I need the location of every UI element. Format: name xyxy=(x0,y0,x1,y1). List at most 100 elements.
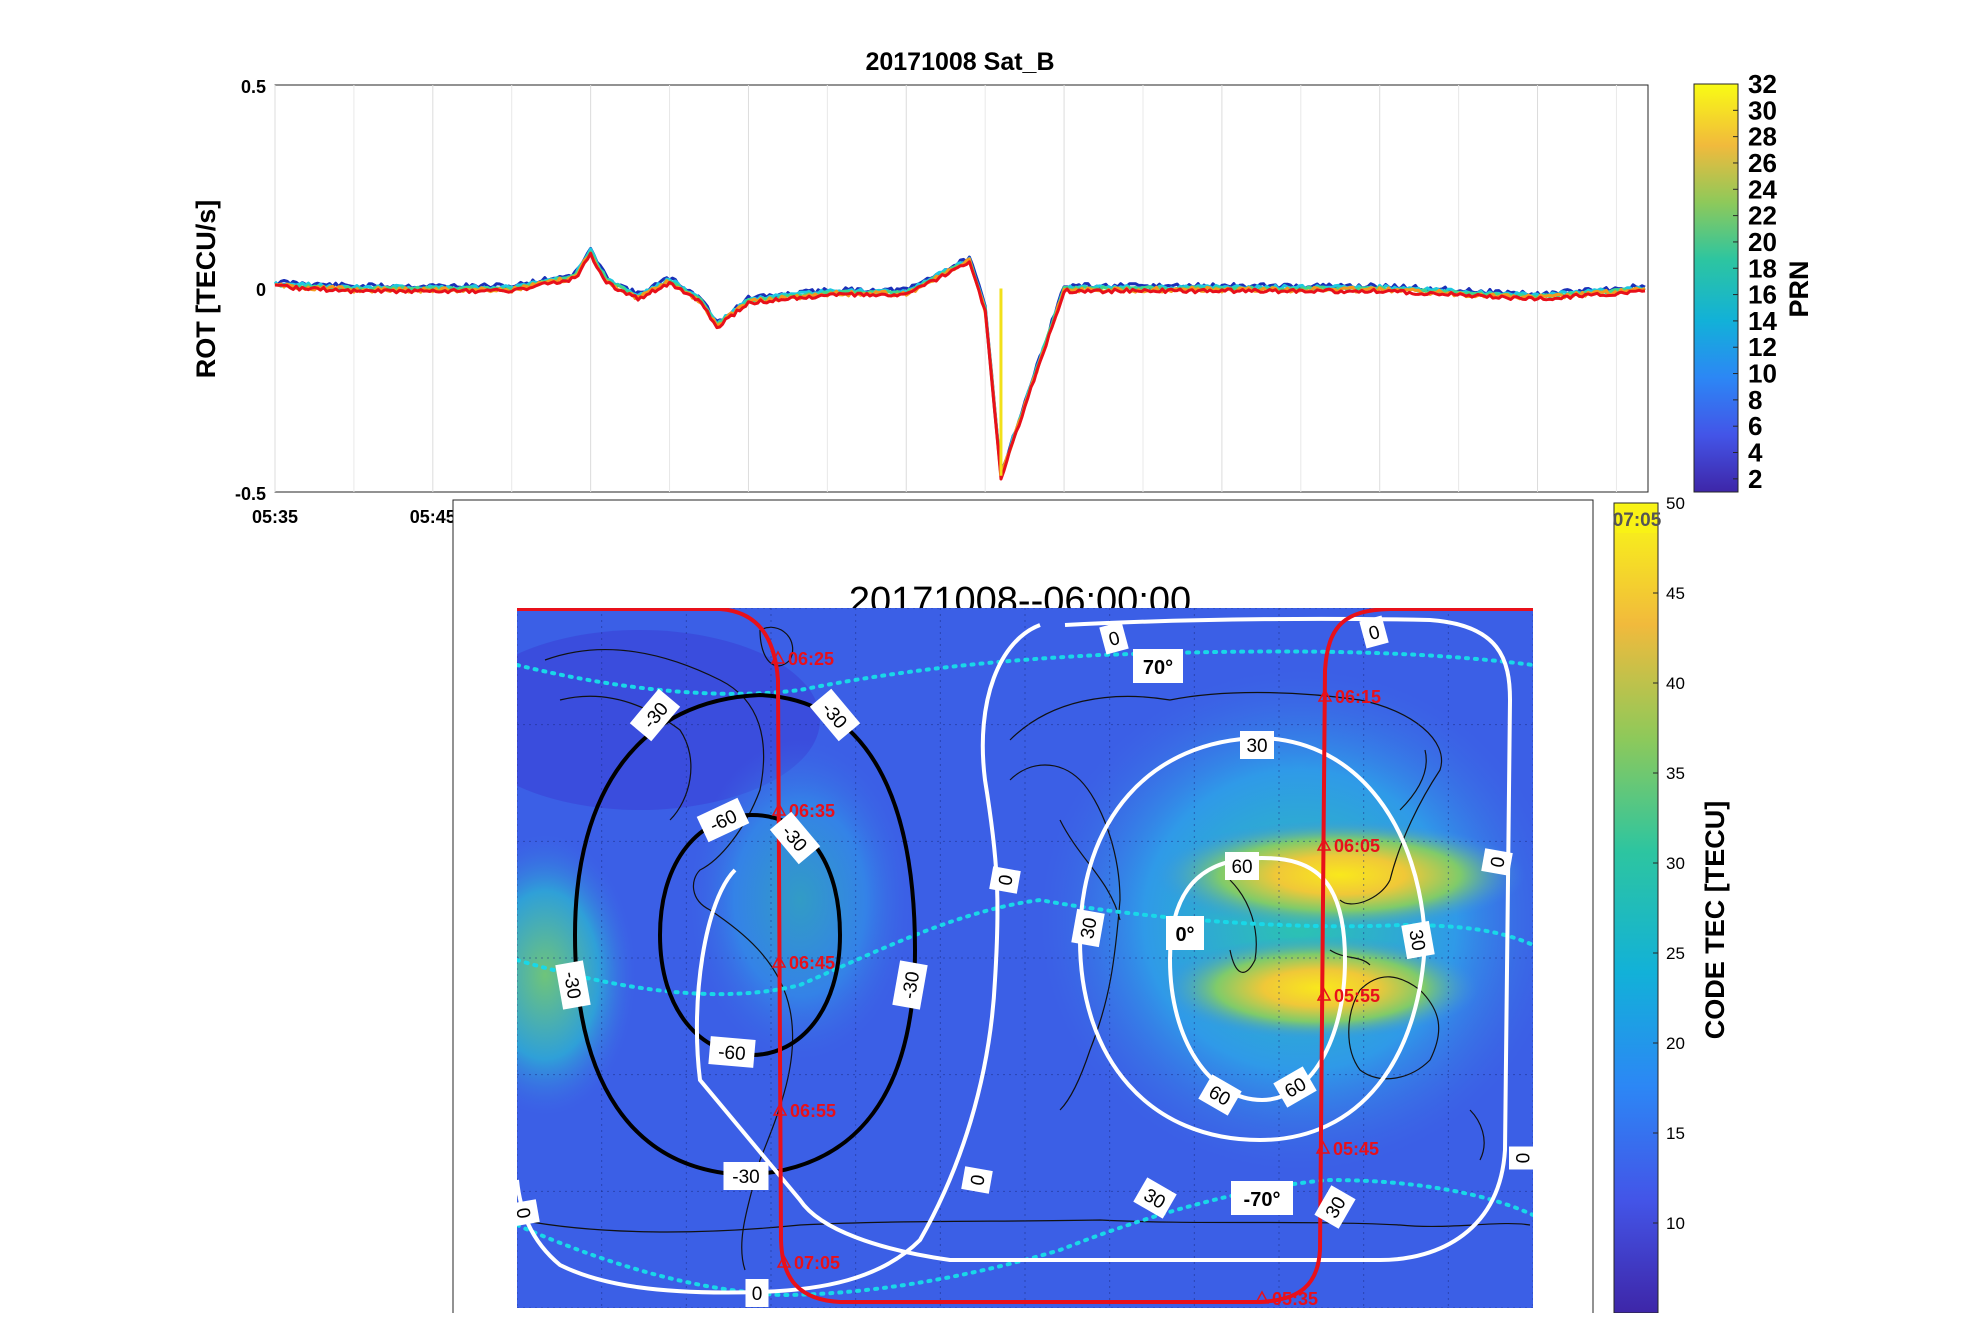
contour-label-text: 0 xyxy=(1367,622,1383,645)
tec-colorbar-label: CODE TEC [TECU] xyxy=(1700,801,1730,1040)
track-time-label: 05:55 xyxy=(1334,986,1380,1006)
prn-tick-label: 4 xyxy=(1748,438,1763,468)
rot-trace xyxy=(274,251,1646,481)
contour-label: 0 xyxy=(1099,621,1129,655)
tec-tick-label: 50 xyxy=(1666,494,1685,513)
track-marker-icon xyxy=(1254,1290,1270,1304)
contour-label: 0 xyxy=(511,1199,540,1227)
latitude-label: 0° xyxy=(1166,916,1204,950)
prn-tick-label: 26 xyxy=(1748,148,1777,178)
latitude-label-bg xyxy=(1231,1181,1293,1215)
contour-label-text: -60 xyxy=(717,1042,746,1065)
contour-label-bg xyxy=(745,1279,769,1307)
contour-label-bg xyxy=(723,1162,769,1190)
tec-tick-label: 20 xyxy=(1666,1034,1685,1053)
contour-label-bg xyxy=(1401,920,1435,960)
track-marker-icon xyxy=(1316,837,1332,851)
tec-tick-label: 25 xyxy=(1666,944,1685,963)
contour-label: 0 xyxy=(961,1166,993,1194)
time-badge: 07:05 xyxy=(1613,510,1662,531)
contour-label-bg xyxy=(1198,1074,1242,1116)
contour-label-text: 30 xyxy=(1077,916,1101,940)
contour-label-bg xyxy=(1481,848,1513,876)
rot-xtick-label: 05:45 xyxy=(410,507,456,527)
contour-label-text: 0 xyxy=(1511,1153,1532,1164)
track-marker-icon xyxy=(772,1102,788,1116)
latitude-label: 70° xyxy=(1133,649,1183,683)
contour-label: 30 xyxy=(1314,1185,1356,1229)
track-markers: 06:25 06:35 06:45 06:55 07:05 06:15 06:05 05:55… xyxy=(770,649,1381,1309)
contour-label-text: 0 xyxy=(995,873,1018,887)
track-time-label: 06:45 xyxy=(789,953,835,973)
time-badge-bg xyxy=(1617,505,1657,533)
prn-tick-label: 16 xyxy=(1748,280,1777,310)
contour-label-bg xyxy=(1240,731,1274,759)
contour-label-text: -30 xyxy=(899,970,924,1001)
contour-label-text: -30 xyxy=(732,1167,759,1188)
contour-label-bg xyxy=(1509,1146,1533,1170)
track-marker-icon xyxy=(1315,1140,1331,1154)
track-time-label: 05:35 xyxy=(1272,1289,1318,1309)
satellite-ground-track xyxy=(517,608,1533,1304)
tec-tick-label: 30 xyxy=(1666,854,1685,873)
contour-label-bg xyxy=(696,797,750,843)
contour-label-bg xyxy=(1225,852,1259,880)
tec-tick-label: 40 xyxy=(1666,674,1685,693)
contour-label-text: 60 xyxy=(1231,857,1252,878)
tec-tick-label: 35 xyxy=(1666,764,1685,783)
track-marker-icon xyxy=(770,650,786,664)
prn-colorbar xyxy=(1693,83,1739,493)
contour-label: -30 xyxy=(555,960,591,1010)
contour-label-bg xyxy=(892,960,928,1010)
contour-label-bg xyxy=(708,1036,756,1068)
contour-label: 0 xyxy=(1481,848,1513,876)
rot-title: 20171008 Sat_B xyxy=(865,48,1054,76)
prn-tick-label: 22 xyxy=(1748,201,1777,231)
tec-colorbar xyxy=(1613,502,1659,1314)
contour-label-bg xyxy=(809,688,861,742)
contour-label: -60 xyxy=(708,1036,756,1068)
tec-map: 06:25 06:35 06:45 06:55 07:05 06:15 06:05 05:55… xyxy=(511,608,1533,1309)
contour-label: 0 xyxy=(1359,615,1389,649)
contour-label: -30 xyxy=(723,1162,769,1190)
rot-plot: 20171008 Sat_B ROT [TECU/s] 0.5 0 -0.5 0… xyxy=(191,48,1814,527)
rot-traces xyxy=(273,246,1646,481)
contour-label: 30 xyxy=(1240,731,1274,759)
prn-tick-label: 8 xyxy=(1748,385,1762,415)
contour-label: -30 xyxy=(892,960,928,1010)
contour-label-text: 0 xyxy=(967,1173,990,1187)
contour-label-text: 0 xyxy=(511,1206,534,1220)
contour-label-bg xyxy=(1133,1177,1177,1219)
prn-tick-label: 6 xyxy=(1748,411,1762,441)
track-time-label: 07:05 xyxy=(794,1253,840,1273)
rot-xtick-label: 05:35 xyxy=(252,507,298,527)
track-marker-icon xyxy=(771,802,787,816)
track-time-label: 06:15 xyxy=(1335,687,1381,707)
rot-ylabel: ROT [TECU/s] xyxy=(191,200,221,379)
contour-label-text: 0 xyxy=(752,1284,763,1305)
tec-crest-south xyxy=(1160,936,1480,1040)
contour-label-bg xyxy=(769,811,821,865)
rot-ytick-0: 0.5 xyxy=(241,77,266,97)
latitude-label: -70° xyxy=(1231,1181,1293,1215)
track-marker-icon xyxy=(776,1254,792,1268)
latitude-label-bg xyxy=(1133,649,1183,683)
contour-label: 30 xyxy=(1401,920,1435,960)
rot-ytick-2: -0.5 xyxy=(235,484,266,504)
track-marker-icon xyxy=(1316,987,1332,1001)
track-marker-icon xyxy=(1317,688,1333,702)
latitude-label-text: 70° xyxy=(1143,657,1173,679)
contour-label-text: 0 xyxy=(1487,855,1510,869)
prn-tick-label: 32 xyxy=(1748,69,1777,99)
tec-tick-label: 15 xyxy=(1666,1124,1685,1143)
contour-label-bg xyxy=(517,1199,540,1227)
contour-label-bg xyxy=(1273,1066,1317,1108)
contour-label: 30 xyxy=(1071,908,1105,948)
track-time-label: 06:25 xyxy=(788,649,834,669)
contour-label: 60 xyxy=(1225,852,1259,880)
coastlines xyxy=(519,626,1531,1271)
prn-tick-label: 14 xyxy=(1748,306,1777,336)
contour-label-text: 0 xyxy=(1107,628,1123,651)
